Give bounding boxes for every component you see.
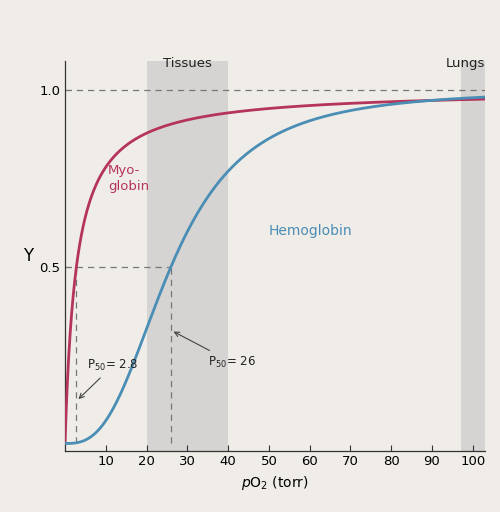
Bar bbox=[460, 61, 485, 451]
Text: Myo-
globin: Myo- globin bbox=[108, 164, 149, 193]
Text: Tissues: Tissues bbox=[163, 57, 212, 70]
Text: Lungs: Lungs bbox=[446, 57, 485, 70]
Text: P$_{50}$= 2.8: P$_{50}$= 2.8 bbox=[80, 358, 138, 398]
Text: P$_{50}$= 26: P$_{50}$= 26 bbox=[174, 332, 256, 370]
Y-axis label: Y: Y bbox=[23, 247, 33, 265]
X-axis label: $\mathit{p}$O$_2$ (torr): $\mathit{p}$O$_2$ (torr) bbox=[241, 474, 309, 492]
Bar bbox=[146, 61, 228, 451]
Text: Hemoglobin: Hemoglobin bbox=[269, 224, 352, 238]
